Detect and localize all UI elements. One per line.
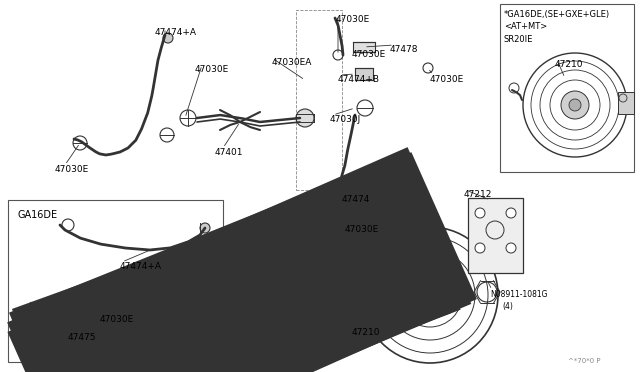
Circle shape bbox=[561, 91, 589, 119]
Text: 47474: 47474 bbox=[342, 195, 371, 204]
Circle shape bbox=[569, 99, 581, 111]
Circle shape bbox=[296, 109, 314, 127]
Circle shape bbox=[412, 277, 448, 313]
Bar bbox=[296, 10, 342, 190]
Text: 47474+B: 47474+B bbox=[338, 75, 380, 84]
Text: 47474+A: 47474+A bbox=[155, 28, 197, 37]
Bar bbox=[30, 302, 52, 316]
Bar bbox=[468, 198, 523, 273]
Circle shape bbox=[506, 208, 516, 218]
Text: GA16DE: GA16DE bbox=[18, 210, 58, 220]
Text: 47212: 47212 bbox=[464, 190, 492, 199]
Bar bbox=[500, 4, 634, 172]
Text: 47030E: 47030E bbox=[345, 225, 380, 234]
Text: 47210: 47210 bbox=[555, 60, 584, 69]
Text: 47030E: 47030E bbox=[430, 75, 464, 84]
Text: ^*70*0 P: ^*70*0 P bbox=[568, 358, 600, 364]
Bar bbox=[8, 200, 223, 362]
Circle shape bbox=[475, 243, 485, 253]
Text: 47030E: 47030E bbox=[100, 315, 134, 324]
Text: <AT+MT>: <AT+MT> bbox=[504, 22, 547, 31]
Circle shape bbox=[506, 243, 516, 253]
Text: 47401: 47401 bbox=[215, 148, 243, 157]
Text: 47210: 47210 bbox=[352, 328, 381, 337]
Text: 47030E: 47030E bbox=[336, 15, 371, 24]
Text: SR20IE: SR20IE bbox=[504, 35, 533, 44]
Bar bbox=[618, 92, 634, 114]
Circle shape bbox=[200, 223, 210, 233]
Text: 47474+A: 47474+A bbox=[120, 262, 162, 271]
Text: N08911-1081G: N08911-1081G bbox=[490, 290, 547, 299]
Bar bbox=[353, 42, 375, 52]
Text: 47475: 47475 bbox=[68, 333, 97, 342]
Text: (4): (4) bbox=[502, 302, 513, 311]
Text: 47478: 47478 bbox=[390, 45, 419, 54]
Circle shape bbox=[475, 208, 485, 218]
Text: 47030E: 47030E bbox=[55, 165, 89, 174]
Text: *GA16DE,(SE+GXE+GLE): *GA16DE,(SE+GXE+GLE) bbox=[504, 10, 610, 19]
Bar bbox=[355, 68, 373, 80]
Circle shape bbox=[163, 33, 173, 43]
Text: 47030E: 47030E bbox=[352, 50, 387, 59]
Text: 47030EA: 47030EA bbox=[272, 58, 312, 67]
Text: 47030E: 47030E bbox=[195, 65, 229, 74]
Text: 47030J: 47030J bbox=[330, 115, 361, 124]
Circle shape bbox=[422, 287, 438, 303]
